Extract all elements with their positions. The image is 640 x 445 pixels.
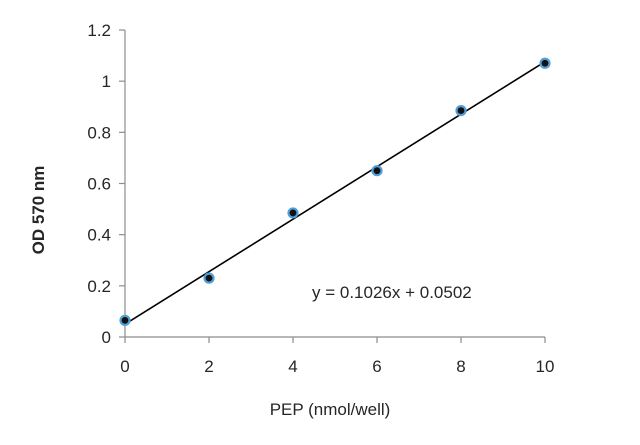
x-axis-title: PEP (nmol/well) — [270, 400, 391, 419]
y-tick-label: 0.2 — [87, 277, 111, 296]
trendline-equation: y = 0.1026x + 0.0502 — [312, 283, 472, 302]
y-tick-label: 0.6 — [87, 175, 111, 194]
y-tick-label: 0.4 — [87, 226, 111, 245]
y-tick-label: 0.8 — [87, 123, 111, 142]
data-point — [539, 57, 551, 69]
x-tick-label: 0 — [120, 357, 129, 376]
y-tick-label: 1 — [102, 72, 111, 91]
x-tick-label: 6 — [372, 357, 381, 376]
data-point — [287, 207, 299, 219]
x-tick-label: 2 — [204, 357, 213, 376]
data-point — [371, 165, 383, 177]
x-ticks: 0 2 4 6 8 10 — [120, 337, 554, 376]
data-point — [455, 104, 467, 117]
y-tick-label: 1.2 — [87, 21, 111, 40]
x-tick-label: 8 — [456, 357, 465, 376]
y-tick-label: 0 — [102, 328, 111, 347]
trendline — [124, 60, 546, 325]
y-ticks: 0 0.2 0.4 0.6 0.8 1 1.2 — [87, 21, 125, 347]
x-tick-label: 4 — [288, 357, 297, 376]
data-point — [203, 272, 215, 284]
data-points — [119, 57, 551, 326]
x-tick-label: 10 — [536, 357, 555, 376]
data-point — [119, 314, 131, 326]
y-axis-title: OD 570 nm — [29, 166, 48, 255]
plot-area: 0 0.2 0.4 0.6 0.8 1 1.2 0 2 4 6 8 10 — [87, 21, 554, 376]
